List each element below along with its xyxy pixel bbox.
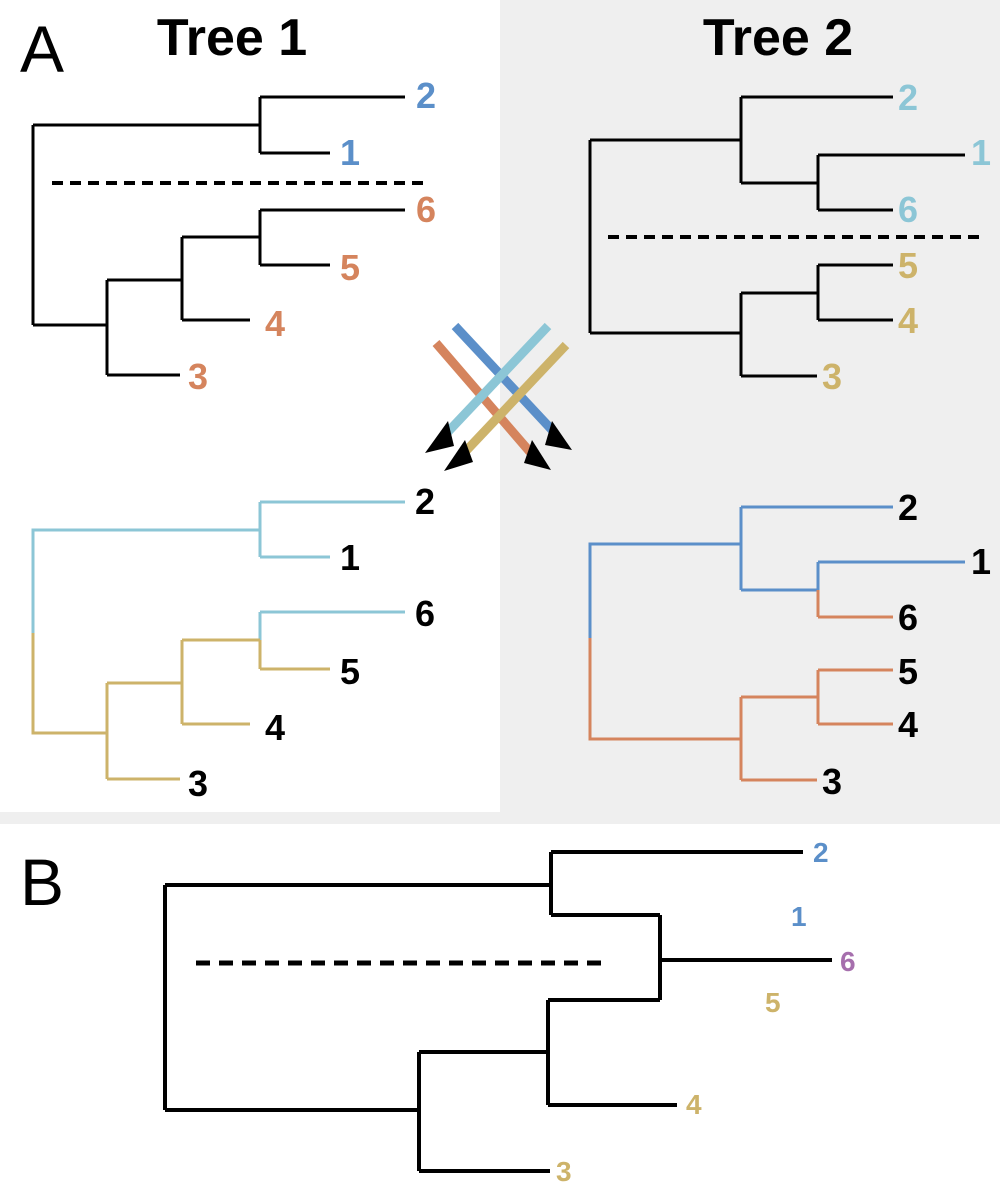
recombined-left-branches-gold (31, 633, 330, 781)
panel-b-leaf-2: 2 (813, 837, 829, 868)
recombined-right-leaf-6: 6 (898, 597, 918, 638)
recombined-right-leaf-4: 4 (898, 704, 918, 745)
arrowhead-lower-left-2 (444, 440, 473, 471)
panel-b-leaf-1: 1 (791, 901, 807, 932)
recombined-left-leaf-2: 2 (415, 481, 435, 522)
panel-b-leaf-5: 5 (765, 987, 781, 1018)
panel-a-letter: A (20, 12, 64, 86)
recombined-left-leaf-6: 6 (415, 593, 435, 634)
tree1-title: Tree 1 (157, 9, 307, 67)
tree1 (31, 95, 405, 377)
tree1-leaf-4: 4 (265, 303, 285, 344)
recombined-tree-left (31, 500, 405, 781)
tree1-leaf-1: 1 (340, 132, 360, 173)
panel-b-tree (163, 850, 832, 1173)
recombined-left-branches-lightblue (31, 500, 405, 640)
tree2-branches (588, 95, 965, 378)
recombined-right-leaf-1: 1 (971, 541, 991, 582)
panel-b-letter: B (20, 845, 64, 919)
cross-stroke-lightblue (441, 322, 552, 439)
tree1-leaf-6: 6 (416, 189, 436, 230)
recombined-right-leaf-3: 3 (822, 761, 842, 802)
tree1-branches (31, 95, 405, 377)
recombined-tree-right (588, 505, 965, 782)
arrowhead-lower-right-1 (545, 421, 572, 450)
recombined-left-leaf-3: 3 (188, 763, 208, 804)
arrowhead-lower-right-2 (524, 440, 551, 470)
cross-arrowheads (425, 421, 572, 471)
panel-b-leaf-3: 3 (556, 1156, 572, 1187)
recombined-right-leaf-2: 2 (898, 487, 918, 528)
tree2-panel-background (500, 0, 1000, 824)
tree2-leaf-2: 2 (898, 77, 918, 118)
recombined-right-branches-blue (588, 505, 965, 638)
recombined-right-branches-orange (588, 590, 893, 782)
tree2-title: Tree 2 (703, 9, 853, 67)
tree2-leaf-5: 5 (898, 245, 918, 286)
recombined-left-leaf-4: 4 (265, 707, 285, 748)
panel-b-branches (163, 850, 832, 1173)
panel-b-leaf-4: 4 (686, 1089, 702, 1120)
tree2-leaf-6: 6 (898, 189, 918, 230)
cross-stroke-gold (461, 341, 570, 456)
tree2 (588, 95, 965, 378)
tree2-leaf-3: 3 (822, 356, 842, 397)
arrowhead-lower-left-1 (425, 421, 454, 453)
recombination-cross (432, 322, 570, 456)
tree2-leaf-1: 1 (971, 132, 991, 173)
recombined-left-leaf-5: 5 (340, 651, 360, 692)
recombined-right-leaf-5: 5 (898, 651, 918, 692)
recombined-left-leaf-1: 1 (340, 537, 360, 578)
tree2-leaf-4: 4 (898, 300, 918, 341)
tree1-leaf-2: 2 (416, 75, 436, 116)
panel-b-leaf-6: 6 (840, 946, 856, 977)
tree1-leaf-3: 3 (188, 356, 208, 397)
tree1-leaf-5: 5 (340, 247, 360, 288)
